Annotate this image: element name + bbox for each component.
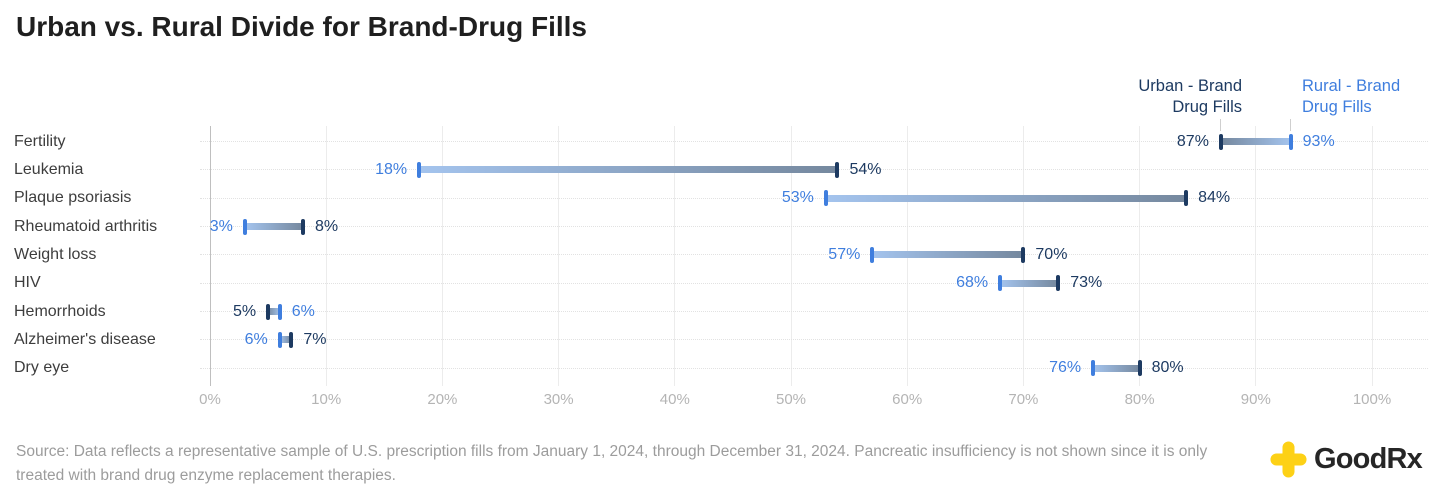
goodrx-cross-icon (1270, 441, 1307, 478)
range-bar (872, 251, 1024, 259)
category-label: Weight loss (14, 245, 97, 263)
legend-rural-line1: Rural - Brand (1302, 77, 1401, 95)
row-gridline (200, 367, 1428, 369)
urban-value-label: 8% (314, 217, 339, 235)
x-tick-label: 50% (775, 391, 807, 408)
rural-cap (870, 246, 875, 263)
range-bar (244, 223, 303, 231)
urban-cap (289, 331, 294, 348)
category-label: Fertility (14, 132, 66, 150)
goodrx-logo: GoodRx (1270, 441, 1423, 478)
category-label: HIV (14, 274, 41, 292)
urban-cap (266, 303, 271, 320)
urban-cap (300, 218, 305, 235)
legend-tick-urban (1220, 119, 1222, 131)
urban-value-label: 7% (303, 330, 327, 348)
urban-value-label: 70% (1035, 245, 1068, 263)
rural-value-label: 6% (291, 302, 315, 320)
source-note: Source: Data reflects a representative s… (16, 443, 1208, 484)
rural-cap (277, 331, 282, 348)
urban-value-label: 87% (1176, 132, 1209, 150)
x-tick-label: 10% (311, 391, 342, 408)
category-label: Plaque psoriasis (14, 189, 132, 207)
gridline (441, 126, 443, 386)
goodrx-logo-text: GoodRx (1314, 443, 1423, 475)
urban-value-label: 54% (849, 160, 882, 178)
x-tick-label: 70% (1008, 391, 1039, 408)
row-gridline (200, 197, 1428, 199)
rural-value-label: 93% (1302, 132, 1335, 150)
x-tick-label: 90% (1240, 391, 1271, 408)
x-tick-label: 30% (543, 391, 574, 408)
gridline (1255, 126, 1257, 386)
urban-cap (835, 161, 840, 178)
urban-cap (1056, 275, 1061, 292)
row-gridline (200, 282, 1428, 284)
urban-cap (1184, 190, 1189, 207)
rural-value-label: 57% (828, 245, 861, 263)
urban-value-label: 73% (1070, 274, 1103, 292)
urban-cap (1137, 360, 1142, 377)
rural-value-label: 76% (1049, 359, 1082, 377)
row-gridline (200, 141, 1428, 142)
gridline (325, 126, 327, 386)
rural-cap (823, 190, 828, 207)
urban-value-label: 84% (1198, 189, 1231, 207)
rural-value-label: 6% (244, 330, 268, 348)
x-tick-label: 80% (1124, 391, 1155, 408)
row-gridline (200, 311, 1428, 313)
category-label: Leukemia (14, 160, 84, 178)
category-label: Dry eye (14, 359, 70, 377)
urban-value-label: 5% (232, 302, 257, 320)
rural-value-label: 18% (375, 160, 408, 178)
x-tick-label: 20% (427, 391, 458, 408)
gridline (674, 126, 676, 386)
range-bar (268, 308, 280, 316)
x-tick-label: 40% (659, 391, 690, 408)
urban-cap (1021, 246, 1026, 263)
urban-value-label: 80% (1151, 359, 1184, 377)
rural-cap (242, 218, 247, 235)
legend-urban-line2: Drug Fills (1172, 98, 1242, 116)
legend-rural-line2: Drug Fills (1302, 98, 1372, 116)
category-label: Alzheimer's disease (14, 330, 156, 348)
x-tick-label: 60% (892, 391, 923, 408)
rural-cap (277, 303, 282, 320)
range-bar (419, 166, 838, 174)
category-label: Hemorrhoids (14, 302, 106, 320)
rural-cap (1091, 360, 1096, 377)
legend-rural: Rural - Brand Drug Fills (1302, 76, 1400, 118)
range-bar (1220, 138, 1291, 145)
rural-cap (417, 161, 422, 178)
row-gridline (200, 339, 1428, 341)
row-gridline (200, 226, 1428, 228)
urban-cap (1218, 133, 1223, 150)
gridline (790, 126, 792, 386)
category-label: Rheumatoid arthritis (14, 217, 158, 235)
x-tick-label: 0% (199, 391, 221, 408)
gridline (1139, 126, 1141, 386)
x-tick-label: 100% (1352, 391, 1392, 408)
rural-value-label: 53% (781, 189, 814, 207)
gridline (558, 126, 560, 386)
rural-cap (998, 275, 1003, 292)
rural-value-label: 3% (209, 217, 233, 235)
axis-zero-line (209, 126, 211, 386)
legend-urban-line1: Urban - Brand (1138, 77, 1242, 95)
legend-urban: Urban - Brand Drug Fills (1138, 76, 1242, 118)
row-gridline (200, 254, 1428, 256)
page-title: Urban vs. Rural Divide for Brand-Drug Fi… (16, 11, 587, 42)
gridline (1371, 126, 1373, 386)
legend-tick-rural (1290, 119, 1292, 131)
range-bar (1093, 364, 1140, 372)
rural-value-label: 68% (956, 274, 989, 292)
range-bar (279, 336, 292, 344)
range-bar (1000, 279, 1059, 287)
range-bar (825, 194, 1187, 202)
rural-cap (1288, 133, 1293, 150)
